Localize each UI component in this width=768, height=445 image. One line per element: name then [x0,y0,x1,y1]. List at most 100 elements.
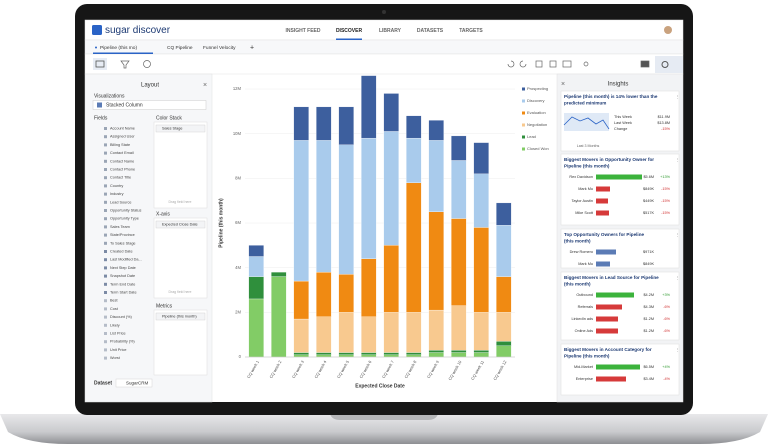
bar-segment[interactable] [406,312,422,353]
bar-segment[interactable] [316,106,332,141]
tool-icon[interactable] [95,60,105,68]
nav-item[interactable]: TARGETS [459,28,483,34]
tool[interactable] [549,60,557,68]
bar-segment[interactable] [383,352,399,355]
bar-segment[interactable] [361,75,377,139]
bar-segment[interactable] [293,106,309,141]
bar-segment[interactable] [451,135,467,161]
field-item[interactable]: State/Province [110,233,135,237]
bar-segment[interactable] [248,245,264,257]
bar-segment[interactable] [271,276,287,358]
bar-segment[interactable] [428,309,444,351]
field-item[interactable]: Contact Phone [110,168,135,172]
bar-segment[interactable] [473,352,489,358]
field-item[interactable]: List Price [110,332,126,336]
bar-segment[interactable] [496,202,512,226]
field-item[interactable]: Discount (%) [110,315,132,319]
tab[interactable]: + [250,44,254,51]
field-item[interactable]: Probability (%) [110,340,135,344]
bar-segment[interactable] [338,352,354,355]
bar-segment[interactable] [496,276,512,313]
filter-icon[interactable] [120,60,130,69]
bar-segment[interactable] [361,316,377,353]
bar-segment[interactable] [293,352,309,355]
bar-segment[interactable] [451,350,467,353]
bar-segment[interactable] [428,211,444,311]
tab[interactable]: CQ Pipeline [167,45,193,51]
field-chip[interactable] [155,312,206,321]
bar-segment[interactable] [338,354,354,358]
legend-label[interactable]: Discovery [527,98,545,103]
bar-segment[interactable] [428,140,444,212]
bar-segment[interactable] [361,352,377,355]
field-item[interactable]: Country [110,184,123,188]
info-icon[interactable] [143,60,151,68]
tool-icon[interactable] [93,58,107,70]
bar-segment[interactable] [248,276,264,300]
settings-tab[interactable] [655,56,683,73]
field-item[interactable]: Assigned User [110,135,135,139]
bar-segment[interactable] [316,140,332,273]
field-item[interactable]: Cost [110,307,119,311]
field-item[interactable]: Next Step Date [110,266,136,270]
field-item[interactable]: Billing State [110,143,130,147]
settings-icon[interactable] [661,61,669,68]
bar-segment[interactable] [451,352,467,358]
tab[interactable]: Funnel Velocity [203,45,236,51]
bar-segment[interactable] [383,131,399,246]
bar-segment[interactable] [361,258,377,317]
bar-segment[interactable] [383,312,399,353]
bar-segment[interactable] [338,144,354,275]
bar-segment[interactable] [383,245,399,313]
bar-segment[interactable] [496,345,512,358]
field-item[interactable]: Unit Price [110,348,126,352]
nav-item[interactable]: INSIGHT FEED [285,28,320,34]
bar-segment[interactable] [383,93,399,132]
field-item[interactable]: Industry [110,192,124,196]
bar-segment[interactable] [473,142,489,175]
bar-segment[interactable] [473,350,489,353]
viz-dropdown[interactable] [92,100,207,110]
field-item[interactable]: Snapshot Date [110,274,135,278]
field-item[interactable]: Lead Source [110,200,132,204]
nav-item[interactable]: DATASETS [417,28,444,34]
insight-card[interactable] [560,153,680,226]
bar-segment[interactable] [473,227,489,313]
field-chip[interactable] [155,124,206,133]
undo[interactable] [507,60,515,68]
bar-segment[interactable] [428,120,444,141]
field-item[interactable]: Sales Team [110,225,130,229]
bar-segment[interactable] [406,137,422,183]
legend-label[interactable]: Closed Won [527,146,549,151]
avatar[interactable] [664,26,672,34]
legend-label[interactable]: Evaluation [527,110,546,115]
bar-segment[interactable] [338,312,354,353]
field-item[interactable]: Contact Title [110,176,131,180]
bar-segment[interactable] [451,218,467,306]
bar-segment[interactable] [293,318,309,353]
bar-segment[interactable] [406,115,422,139]
bar-segment[interactable] [496,341,512,346]
redo[interactable] [519,60,527,68]
bar-segment[interactable] [248,298,264,358]
field-item[interactable]: Term End Date [110,282,135,286]
bar-segment[interactable] [293,354,309,358]
legend-label[interactable]: Lead [527,134,536,139]
bar-segment[interactable] [451,305,467,351]
bar-segment[interactable] [316,316,332,353]
field-item[interactable]: Contact Email [110,151,134,155]
field-item[interactable]: Last Modified Da... [110,258,142,262]
field-item[interactable]: To Sales Stage [110,241,136,245]
bar-segment[interactable] [248,256,264,277]
field-item[interactable]: Likely [110,323,120,327]
comment[interactable] [640,60,650,68]
bar-segment[interactable] [428,350,444,353]
bar-segment[interactable] [473,173,489,228]
bar-segment[interactable] [293,280,309,320]
bar-segment[interactable] [271,271,287,277]
legend-label[interactable]: Prospecting [527,86,548,91]
field-item[interactable]: Contact Name [110,159,134,163]
bar-segment[interactable] [338,274,354,313]
bar-segment[interactable] [406,354,422,358]
field-item[interactable]: Opportunity Status [110,209,142,213]
